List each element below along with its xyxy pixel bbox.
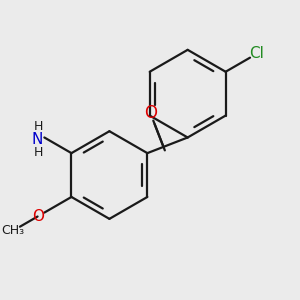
Text: O: O bbox=[144, 104, 157, 122]
Text: Cl: Cl bbox=[249, 46, 264, 61]
Text: CH₃: CH₃ bbox=[2, 224, 25, 237]
Text: O: O bbox=[32, 208, 44, 224]
Text: H: H bbox=[33, 120, 43, 133]
Text: H: H bbox=[33, 146, 43, 159]
Text: N: N bbox=[32, 131, 43, 146]
